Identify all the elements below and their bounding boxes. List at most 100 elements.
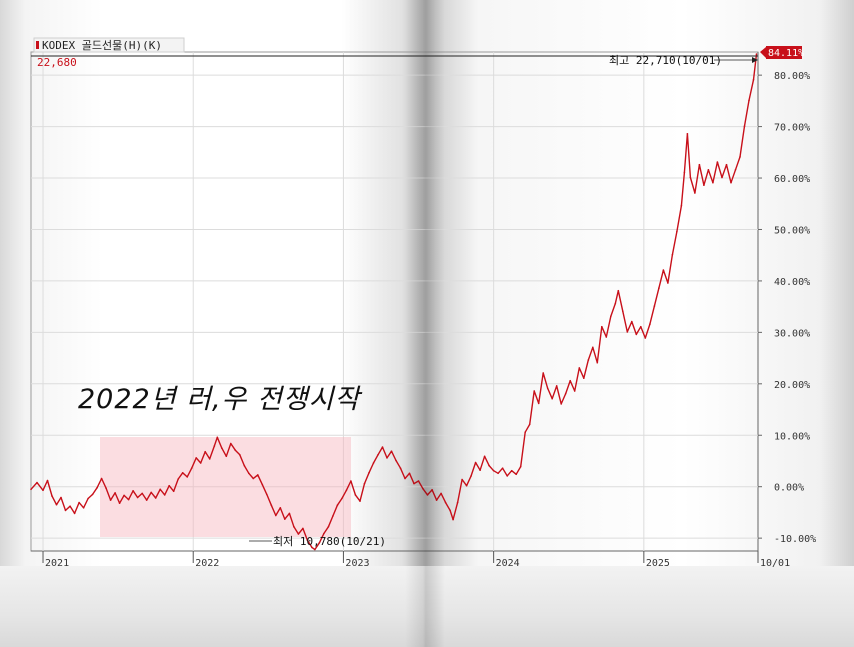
series-point [216, 436, 219, 439]
series-point [230, 442, 232, 445]
series-point [213, 445, 216, 447]
series-point [479, 469, 481, 472]
series-point [725, 163, 728, 166]
vertical-gridlines [42, 52, 645, 551]
series-point [159, 488, 161, 491]
series-point [605, 336, 608, 338]
series-point [703, 184, 705, 186]
y-tick-label: 40.00% [774, 277, 810, 288]
series-point [172, 490, 175, 493]
x-tick-label: 10/01 [760, 558, 790, 569]
series-point [408, 472, 411, 475]
series-point [345, 489, 348, 492]
series-point [225, 455, 228, 458]
series-point [123, 494, 125, 497]
war-highlight-box [100, 437, 351, 537]
series-point [390, 450, 393, 453]
series-point [492, 469, 495, 472]
series-point [583, 377, 585, 380]
series-point [431, 489, 433, 491]
series-point [734, 169, 737, 171]
series-point [435, 499, 438, 501]
series-point [564, 392, 567, 395]
series-point [626, 331, 629, 333]
series-point [640, 325, 642, 328]
series-point [195, 457, 197, 459]
y-tick-label: 10.00% [774, 431, 810, 442]
series-point [257, 474, 259, 476]
series-point [341, 497, 343, 500]
series-point [46, 479, 49, 482]
x-tick-label: 2024 [496, 558, 520, 569]
series-point [721, 176, 723, 179]
series-point [537, 402, 540, 405]
series-point [635, 333, 638, 336]
series-point [404, 477, 406, 480]
series-point [372, 462, 375, 464]
series-point [73, 512, 76, 515]
series-point [208, 458, 211, 460]
series-point [610, 315, 612, 318]
series-point [204, 450, 206, 453]
series-point [145, 499, 148, 501]
series-point [444, 501, 447, 504]
series-point [87, 497, 89, 500]
series-point [686, 133, 689, 135]
series-point [150, 491, 152, 494]
current-value-pointer [760, 47, 766, 58]
series-point [136, 496, 139, 499]
series-point [199, 462, 202, 464]
series-point [649, 323, 651, 325]
y-axis-ticks: 80.00% 70.00% 60.00% 50.00% 40.00% 30.00% 20.0… [758, 71, 816, 545]
series-point [354, 494, 357, 496]
series-point [683, 171, 686, 174]
series-point [483, 455, 486, 458]
series-point [64, 509, 67, 512]
handwritten-note: 2022년 러,우 전쟁시작 [78, 384, 363, 415]
series-point [30, 488, 32, 491]
series-line-kodex-gold [30, 53, 758, 551]
series-point [96, 486, 98, 489]
series-point [474, 461, 477, 464]
series-point [186, 476, 188, 478]
series-point [614, 302, 617, 305]
series-point [689, 176, 692, 179]
series-point [363, 482, 366, 485]
series-point [221, 447, 223, 449]
series-point [546, 387, 549, 390]
series-point [318, 542, 321, 544]
series-point [748, 99, 750, 102]
series-point [542, 372, 544, 374]
series-point [752, 79, 755, 81]
x-tick-label: 2025 [646, 558, 670, 569]
series-point [78, 501, 80, 504]
series-point [716, 161, 719, 163]
max-annotation: 최고 22,710(10/01) [609, 54, 722, 67]
series-point [336, 504, 339, 507]
y-tick-label: 80.00% [774, 71, 810, 82]
x-tick-label: 2023 [345, 558, 369, 569]
series-point [306, 539, 309, 541]
y-tick-label: 70.00% [774, 123, 810, 134]
series-point [359, 500, 361, 502]
legend-label: KODEX 골드선물(H)(K) [42, 39, 162, 52]
series-point [243, 464, 246, 467]
series-point [114, 492, 116, 494]
series-point [519, 465, 522, 468]
series-point [154, 497, 157, 499]
series-point [739, 156, 741, 158]
series-point [261, 483, 264, 486]
series-point [163, 494, 166, 496]
y-tick-label: 60.00% [774, 174, 810, 185]
series-point [279, 507, 282, 509]
series-point [109, 499, 112, 501]
book-bottom-edge [0, 566, 854, 647]
series-point [560, 403, 562, 405]
series-point [132, 490, 134, 492]
series-point [270, 504, 273, 507]
series-point [501, 467, 504, 470]
y-tick-label: -10.00% [774, 534, 816, 545]
series-point [533, 390, 535, 392]
